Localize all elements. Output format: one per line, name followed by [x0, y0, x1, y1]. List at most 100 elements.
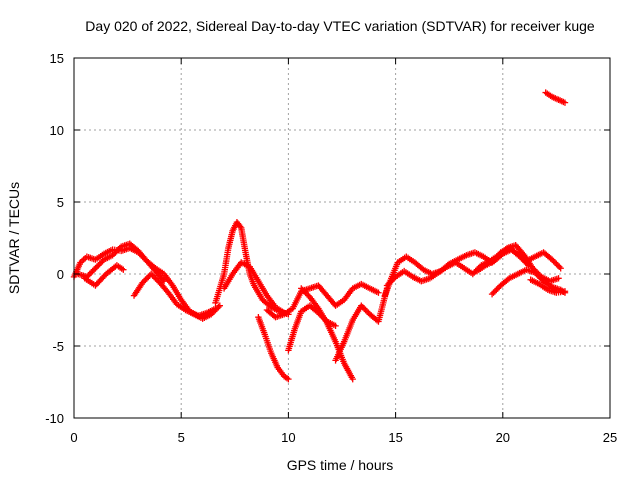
- x-tick-label: 20: [496, 430, 510, 445]
- data-marker: [213, 305, 221, 312]
- data-marker: [494, 285, 501, 292]
- data-marker: [86, 270, 93, 278]
- data-point: [216, 302, 223, 309]
- x-tick-label: 0: [70, 430, 77, 445]
- data-marker: [150, 273, 158, 281]
- data-point: [332, 322, 339, 330]
- data-point: [139, 279, 146, 286]
- data-marker: [553, 260, 560, 268]
- data-marker: [385, 280, 392, 288]
- x-tick-label: 25: [603, 430, 617, 445]
- data-point: [469, 270, 476, 278]
- data-point: [120, 266, 127, 273]
- data-marker: [115, 246, 122, 253]
- data-marker: [302, 289, 309, 296]
- data-marker: [95, 262, 102, 269]
- data-point: [555, 275, 562, 282]
- data-marker: [142, 276, 149, 283]
- data-marker: [140, 278, 148, 285]
- data-marker: [210, 308, 218, 315]
- data-point: [298, 285, 305, 292]
- series-arc-6: [220, 259, 288, 317]
- data-marker: [90, 266, 98, 273]
- y-tick-label: 10: [50, 123, 64, 138]
- data-marker: [112, 249, 119, 256]
- data-marker: [519, 256, 527, 263]
- data-marker: [523, 260, 531, 268]
- data-point: [147, 270, 155, 278]
- data-point: [109, 252, 116, 259]
- data-marker: [521, 257, 528, 265]
- data-marker: [551, 259, 559, 266]
- data-marker: [388, 278, 395, 285]
- series-arc-16: [527, 276, 569, 296]
- data-marker: [303, 290, 311, 298]
- series-arc-8: [255, 314, 292, 383]
- series-arc-14: [473, 246, 532, 275]
- y-tick-label: 0: [57, 267, 64, 282]
- data-marker: [550, 257, 557, 265]
- data-marker: [536, 273, 543, 281]
- x-axis: 0 5 10 15 20 25: [70, 58, 617, 445]
- data-marker: [283, 374, 291, 382]
- data-point: [349, 375, 356, 383]
- data-marker: [522, 259, 529, 266]
- data-marker: [110, 250, 118, 258]
- data-point: [92, 265, 99, 272]
- data-marker: [89, 267, 96, 275]
- chart-title: Day 020 of 2022, Sidereal Day-to-day VTE…: [85, 18, 595, 34]
- data-marker: [534, 272, 542, 279]
- plot-frame: [73, 57, 611, 419]
- data-marker: [554, 262, 562, 269]
- data-point: [383, 282, 391, 289]
- data-point: [488, 290, 496, 298]
- y-axis-label: SDTVAR / TECUs: [6, 182, 22, 294]
- data-marker: [149, 272, 156, 279]
- data-marker: [389, 276, 396, 283]
- data-marker: [300, 288, 308, 295]
- x-axis-label: GPS time / hours: [287, 457, 394, 473]
- data-marker: [360, 305, 368, 312]
- data-marker: [491, 288, 499, 295]
- data-marker: [236, 223, 244, 230]
- series-arc-4: [130, 270, 223, 322]
- y-tick-label: -5: [52, 339, 64, 354]
- data-marker: [159, 276, 167, 283]
- series-arc-3: [81, 262, 127, 289]
- data-marker: [386, 279, 394, 286]
- data-marker: [490, 289, 497, 296]
- data-marker: [359, 303, 366, 311]
- y-tick-label: 5: [57, 195, 64, 210]
- data-point: [516, 253, 524, 260]
- data-marker: [215, 303, 222, 311]
- data-point: [208, 311, 215, 318]
- data-marker: [152, 275, 159, 282]
- data-point: [285, 375, 292, 383]
- data-marker: [299, 286, 306, 294]
- data-marker: [533, 270, 540, 278]
- data-marker: [212, 306, 219, 314]
- data-point: [557, 265, 564, 272]
- data-marker: [471, 269, 478, 276]
- data-marker: [97, 259, 105, 266]
- data-point: [531, 269, 539, 276]
- data-marker: [518, 254, 525, 262]
- series-arc-17: [542, 89, 569, 106]
- data-marker: [93, 263, 101, 270]
- series-arc-7: [263, 280, 382, 321]
- data-marker: [153, 276, 161, 283]
- data-marks: [70, 89, 569, 383]
- y-tick-label: 15: [50, 51, 64, 66]
- data-marker: [87, 269, 95, 276]
- series-arc-11: [332, 285, 391, 364]
- data-marker: [537, 275, 544, 282]
- y-axis: -10 -5 0 5 10 15: [45, 51, 610, 426]
- data-marker: [113, 247, 121, 255]
- x-tick-label: 10: [281, 430, 295, 445]
- data-point: [548, 256, 556, 263]
- data-marker: [363, 308, 371, 315]
- data-point: [561, 99, 569, 106]
- data-point: [561, 288, 569, 295]
- data-marker: [362, 306, 369, 314]
